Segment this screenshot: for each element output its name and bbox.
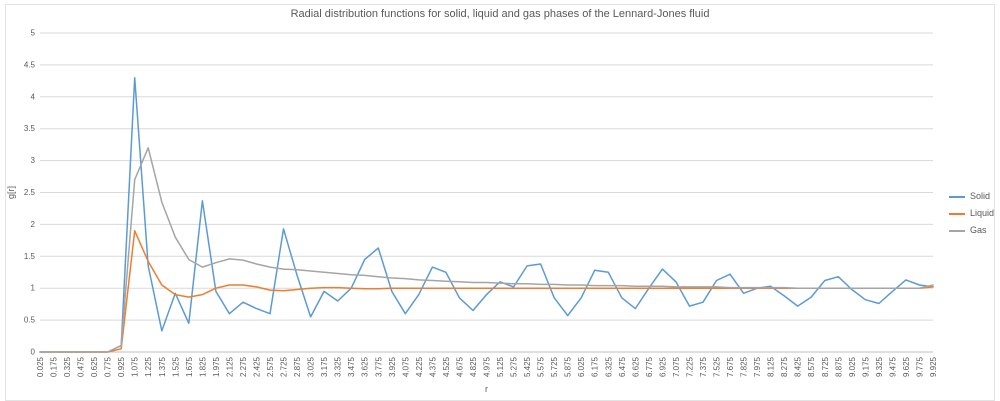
- x-tick-label: 2.125: [225, 356, 234, 377]
- x-tick-label: 6.475: [618, 356, 627, 377]
- x-tick-label: 2.875: [293, 356, 302, 377]
- x-tick-label: 8.875: [834, 356, 843, 377]
- x-tick-label: 4.675: [455, 356, 464, 377]
- x-axis-title: r: [485, 384, 488, 394]
- x-tick-label: 6.925: [658, 356, 667, 377]
- x-tick-label: 9.925: [929, 356, 938, 377]
- x-tick-label: 1.225: [144, 356, 153, 377]
- y-axis-title: g[r]: [6, 186, 16, 199]
- x-tick-label: 3.175: [320, 356, 329, 377]
- legend-label: Gas: [969, 225, 987, 235]
- x-tick-label: 5.725: [550, 356, 559, 377]
- y-tick-label: 3: [31, 156, 36, 165]
- x-tick-label: 4.975: [483, 356, 492, 377]
- y-tick-label: 4.5: [24, 60, 36, 69]
- y-tick-label: 1: [31, 284, 36, 293]
- x-tick-label: 5.275: [510, 356, 519, 377]
- legend-swatch-solid: [948, 195, 965, 198]
- x-tick-label: 2.575: [266, 356, 275, 377]
- x-tick-label: 0.175: [50, 356, 59, 377]
- x-tick-label: 1.975: [212, 356, 221, 377]
- x-tick-label: 2.275: [239, 356, 248, 377]
- legend-label: Solid: [969, 191, 990, 201]
- x-tick-label: 8.125: [767, 356, 776, 377]
- x-tick-label: 5.575: [537, 356, 546, 377]
- x-tick-label: 7.975: [753, 356, 762, 377]
- x-tick-label: 1.375: [158, 356, 167, 377]
- x-tick-label: 7.075: [672, 356, 681, 377]
- y-tick-label: 0.5: [24, 316, 36, 325]
- x-tick-label: 4.225: [415, 356, 424, 377]
- x-tick-label: 6.175: [591, 356, 600, 377]
- x-tick-label: 9.175: [861, 356, 870, 377]
- legend-label: Liquid: [969, 208, 994, 218]
- x-tick-label: 1.825: [198, 356, 207, 377]
- series-line-liquid: [39, 230, 934, 353]
- x-tick-label: 0.325: [63, 356, 72, 377]
- x-tick-label: 7.525: [713, 356, 722, 377]
- x-tick-label: 0.475: [77, 356, 86, 377]
- x-tick-label: 7.675: [726, 356, 735, 377]
- x-tick-label: 0.025: [36, 356, 45, 377]
- y-tick-label: 4: [31, 92, 36, 101]
- x-tick-label: 5.125: [496, 356, 505, 377]
- x-tick-label: 0.625: [90, 356, 99, 377]
- x-tick-label: 9.625: [902, 356, 911, 377]
- x-tick-label: 7.825: [740, 356, 749, 377]
- x-tick-label: 4.825: [469, 356, 478, 377]
- x-tick-label: 0.775: [104, 356, 113, 377]
- x-tick-label: 3.625: [361, 356, 370, 377]
- x-tick-label: 2.425: [252, 356, 261, 377]
- y-tick-label: 1.5: [24, 252, 36, 261]
- chart-title: Radial distribution functions for solid,…: [290, 8, 710, 20]
- x-tick-label: 2.725: [280, 356, 289, 377]
- x-tick-label: 8.425: [794, 356, 803, 377]
- x-tick-label: 3.775: [374, 356, 383, 377]
- legend-item-solid: Solid: [948, 191, 994, 201]
- chart-legend: Solid Liquid Gas: [948, 191, 994, 235]
- x-tick-label: 8.725: [821, 356, 830, 377]
- x-tick-label: 4.075: [401, 356, 410, 377]
- x-tick-label: 4.525: [442, 356, 451, 377]
- series-line-gas: [39, 147, 934, 353]
- x-tick-label: 6.025: [577, 356, 586, 377]
- x-tick-label: 8.575: [807, 356, 816, 377]
- x-tick-label: 5.875: [564, 356, 573, 377]
- x-tick-label: 6.625: [631, 356, 640, 377]
- x-tick-label: 3.325: [334, 356, 343, 377]
- x-tick-label: 9.775: [915, 356, 924, 377]
- x-tick-label: 7.225: [685, 356, 694, 377]
- x-tick-label: 1.075: [131, 356, 140, 377]
- y-tick-label: 5: [31, 29, 36, 38]
- x-tick-label: 8.275: [780, 356, 789, 377]
- x-tick-label: 6.325: [604, 356, 613, 377]
- y-tick-label: 2: [31, 220, 36, 229]
- x-tick-label: 0.925: [117, 356, 126, 377]
- x-tick-label: 9.475: [888, 356, 897, 377]
- x-tick-label: 1.675: [185, 356, 194, 377]
- legend-swatch-liquid: [948, 212, 965, 215]
- legend-swatch-gas: [948, 229, 965, 232]
- x-tick-label: 3.475: [347, 356, 356, 377]
- legend-item-liquid: Liquid: [948, 208, 994, 218]
- x-tick-label: 4.375: [428, 356, 437, 377]
- x-tick-label: 3.925: [388, 356, 397, 377]
- x-tick-label: 7.375: [699, 356, 708, 377]
- y-tick-label: 2.5: [24, 188, 36, 197]
- x-tick-label: 3.025: [307, 356, 316, 377]
- x-tick-label: 9.325: [875, 356, 884, 377]
- legend-item-gas: Gas: [948, 225, 994, 235]
- x-tick-label: 6.775: [645, 356, 654, 377]
- series-line-solid: [39, 76, 934, 353]
- x-tick-label: 1.525: [171, 356, 180, 377]
- y-tick-label: 0: [31, 348, 36, 357]
- x-tick-label: 9.025: [848, 356, 857, 377]
- x-tick-label: 5.425: [523, 356, 532, 377]
- y-tick-label: 3.5: [24, 124, 36, 133]
